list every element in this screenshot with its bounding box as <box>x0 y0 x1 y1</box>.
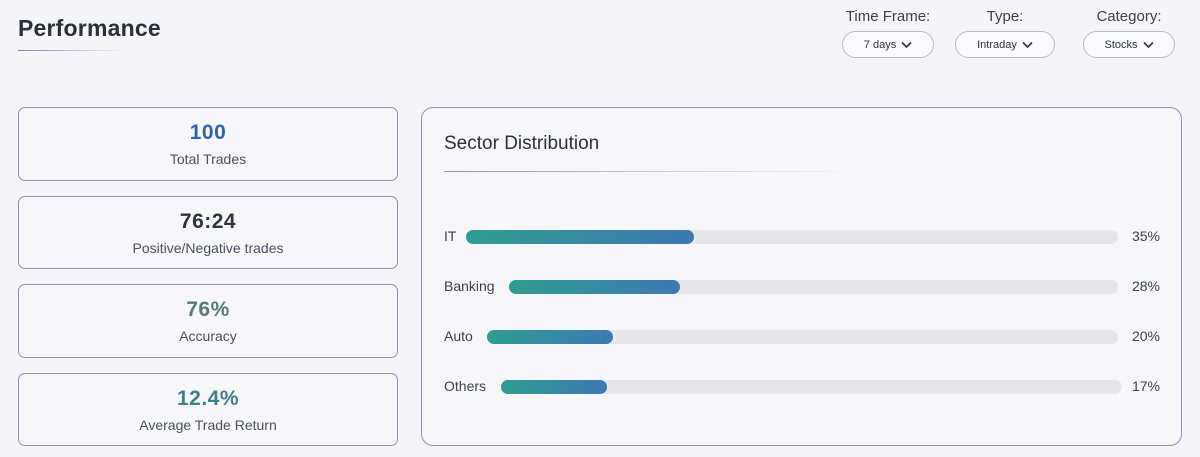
sector-bar-fill <box>501 380 607 394</box>
type-filter: Type: Intraday <box>955 8 1055 58</box>
category-filter: Category: Stocks <box>1083 8 1175 58</box>
stat-label: Positive/Negative trades <box>132 240 284 256</box>
sector-row-banking: Banking 28% <box>444 276 1160 296</box>
sector-percent: 28% <box>1131 278 1160 294</box>
title-underline <box>18 50 128 51</box>
time-frame-dropdown[interactable]: 7 days <box>842 31 934 58</box>
accuracy-card: 76% Accuracy <box>18 284 398 358</box>
positive-negative-card: 76:24 Positive/Negative trades <box>18 196 398 269</box>
sector-percent: 20% <box>1131 328 1160 344</box>
sector-row-auto: Auto 20% <box>444 326 1160 346</box>
sector-row-others: Others 17% <box>444 376 1160 396</box>
page-title: Performance <box>18 15 161 41</box>
stat-value: 12.4% <box>176 387 240 410</box>
sector-bar-fill <box>487 330 614 344</box>
chevron-down-icon <box>1142 41 1154 48</box>
sector-bar-track <box>501 380 1122 394</box>
time-frame-label: Time Frame: <box>845 8 931 25</box>
chevron-down-icon <box>901 41 912 48</box>
stat-value: 76:24 <box>179 210 237 233</box>
sector-row-it: IT 35% <box>444 226 1160 246</box>
sector-bar-fill <box>466 230 695 244</box>
sector-bar-track <box>466 230 1118 244</box>
time-frame-filter: Time Frame: 7 days <box>842 8 934 58</box>
sector-label: Others <box>444 378 487 394</box>
type-label: Type: <box>986 8 1024 25</box>
panel-underline <box>444 171 864 172</box>
sector-label: IT <box>444 228 457 244</box>
stat-value: 76% <box>186 298 230 321</box>
sector-distribution-panel: Sector Distribution IT 35% Banking 28% A… <box>421 107 1182 446</box>
sector-percent: 35% <box>1131 228 1160 244</box>
sector-percent: 17% <box>1131 378 1160 394</box>
average-return-card: 12.4% Average Trade Return <box>18 373 398 446</box>
category-value: Stocks <box>1104 38 1138 51</box>
type-value: Intraday <box>977 38 1017 51</box>
stat-label: Accuracy <box>179 328 237 344</box>
sector-bar-track <box>509 280 1118 294</box>
panel-title: Sector Distribution <box>444 133 600 154</box>
stat-label: Total Trades <box>169 151 247 167</box>
chevron-down-icon <box>1022 41 1033 48</box>
sector-bar-track <box>487 330 1118 344</box>
stat-label: Average Trade Return <box>139 417 277 433</box>
category-dropdown[interactable]: Stocks <box>1083 31 1175 58</box>
sector-label: Banking <box>444 278 495 294</box>
type-dropdown[interactable]: Intraday <box>955 31 1055 58</box>
time-frame-value: 7 days <box>863 38 897 51</box>
stat-value: 100 <box>189 121 227 144</box>
sector-label: Auto <box>444 328 473 344</box>
category-label: Category: <box>1096 8 1162 25</box>
total-trades-card: 100 Total Trades <box>18 107 398 181</box>
sector-bar-fill <box>509 280 680 294</box>
